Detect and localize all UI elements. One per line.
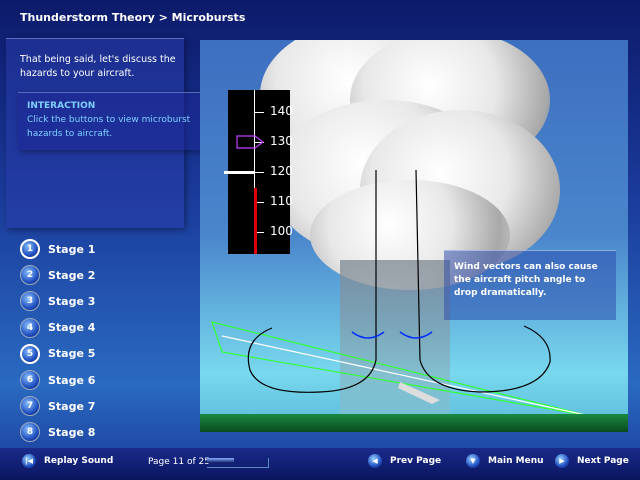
airspeed-tick: 100 — [270, 224, 293, 238]
note-text: Wind vectors can also cause the aircraft… — [454, 262, 598, 298]
stage-label: Stage 8 — [48, 425, 96, 439]
wind-vectors — [211, 169, 592, 419]
airspeed-tick: 140 — [270, 104, 293, 118]
stage-label: Stage 5 — [48, 347, 96, 361]
flight-path-cone — [211, 321, 591, 417]
interaction-box: INTERACTION Click the buttons to view mi… — [18, 92, 200, 150]
footer-bar: |◀ Replay Sound Page 11 of 25 ◀ Prev Page … — [0, 448, 640, 480]
stage-label: Stage 4 — [48, 321, 96, 335]
stage-icon: 8 — [20, 422, 40, 443]
airspeed-indicator: 140 130 120 110 100 — [224, 90, 293, 254]
replay-sound-button[interactable]: |◀ Replay Sound — [22, 454, 113, 468]
stage-label: Stage 6 — [48, 373, 96, 387]
stage-label: Stage 1 — [48, 242, 96, 256]
menu-label: Main Menu — [488, 456, 544, 466]
stage-icon: 1 — [20, 239, 40, 260]
stage-7-button[interactable]: 7 Stage 7 — [20, 393, 95, 419]
aircraft — [398, 382, 440, 404]
low-speed-band — [254, 188, 257, 254]
stage-6-button[interactable]: 6 Stage 6 — [20, 367, 95, 393]
chevron-right-icon: ▶ — [555, 454, 569, 468]
stage-list: 1 Stage 1 2 Stage 2 3 Stage 3 4 Stage 4 5 Sta… — [20, 236, 95, 446]
chevron-left-icon: ◀ — [368, 454, 382, 468]
stage-8-button[interactable]: 8 Stage 8 — [20, 419, 95, 445]
stage-icon: 4 — [20, 317, 40, 338]
progress-fill — [207, 458, 234, 463]
airspeed-tick: 120 — [270, 164, 293, 178]
stage-5-button[interactable]: 5 Stage 5 — [20, 341, 95, 367]
prev-page-button[interactable]: ◀ Prev Page — [368, 454, 441, 468]
left-downdraft — [247, 170, 377, 393]
right-downdraft — [415, 169, 551, 393]
next-page-button[interactable]: ▶ Next Page — [555, 454, 629, 468]
stage-3-button[interactable]: 3 Stage 3 — [20, 288, 95, 314]
replay-label: Replay Sound — [44, 456, 114, 466]
next-label: Next Page — [577, 456, 629, 466]
info-note: Wind vectors can also cause the aircraft… — [444, 250, 616, 320]
interaction-text: Click the buttons to view microburst haz… — [27, 115, 191, 139]
page-indicator: Page 11 of 25 — [148, 457, 210, 467]
prev-label: Prev Page — [390, 456, 442, 466]
stage-icon: 2 — [20, 265, 40, 286]
stage-icon: 3 — [20, 291, 40, 312]
ground — [200, 414, 628, 432]
wind-arcs — [351, 331, 433, 339]
chevron-down-icon: ▼ — [466, 454, 480, 468]
intro-text: That being said, let's discuss the hazar… — [20, 54, 176, 79]
breadcrumb: Thunderstorm Theory > Microbursts — [20, 11, 246, 24]
speed-bug-icon — [236, 135, 264, 149]
stage-label: Stage 2 — [48, 268, 96, 282]
replay-icon: |◀ — [22, 454, 36, 468]
progress-bar — [207, 458, 269, 468]
airspeed-tick: 130 — [270, 134, 293, 148]
stage-icon: 5 — [20, 343, 40, 364]
stage-2-button[interactable]: 2 Stage 2 — [20, 262, 95, 288]
stage-icon: 7 — [20, 396, 40, 417]
stage-label: Stage 7 — [48, 399, 96, 413]
main-menu-button[interactable]: ▼ Main Menu — [466, 454, 544, 468]
flight-path — [221, 335, 591, 417]
interaction-label: INTERACTION — [27, 101, 96, 111]
stage-1-button[interactable]: 1 Stage 1 — [20, 236, 95, 262]
current-speed-pointer — [224, 171, 254, 174]
stage-4-button[interactable]: 4 Stage 4 — [20, 315, 95, 341]
stage-icon: 6 — [20, 370, 40, 391]
airspeed-tick: 110 — [270, 194, 293, 208]
stage-label: Stage 3 — [48, 294, 96, 308]
